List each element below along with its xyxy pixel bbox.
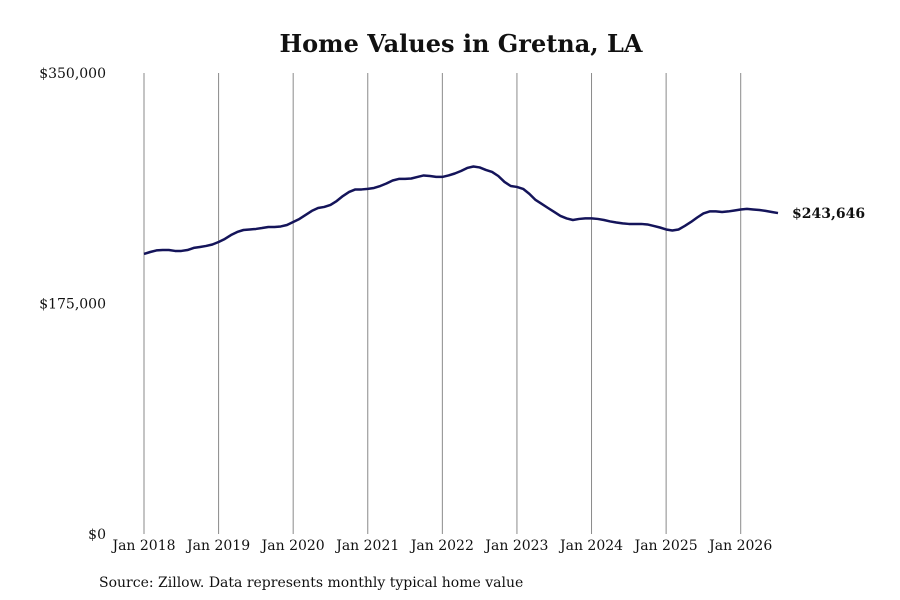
chart-title: Home Values in Gretna, LA <box>280 29 643 58</box>
x-tick-label: Jan 2020 <box>260 538 325 554</box>
x-tick-label: Jan 2018 <box>110 538 175 554</box>
y-tick-label: $350,000 <box>39 66 106 82</box>
x-tick-label: Jan 2022 <box>409 538 474 554</box>
x-tick-label: Jan 2024 <box>558 538 623 554</box>
x-tick-label: Jan 2021 <box>334 538 399 554</box>
x-tick-label: Jan 2023 <box>483 538 548 554</box>
x-tick-label: Jan 2019 <box>185 538 250 554</box>
x-tick-label: Jan 2026 <box>707 538 772 554</box>
x-tick-label: Jan 2025 <box>633 538 698 554</box>
data-line <box>143 165 779 256</box>
y-tick-label: $175,000 <box>39 297 106 313</box>
end-value-label: $243,646 <box>792 206 865 222</box>
y-tick-label: $0 <box>88 527 106 543</box>
source-note: Source: Zillow. Data represents monthly … <box>99 575 523 591</box>
